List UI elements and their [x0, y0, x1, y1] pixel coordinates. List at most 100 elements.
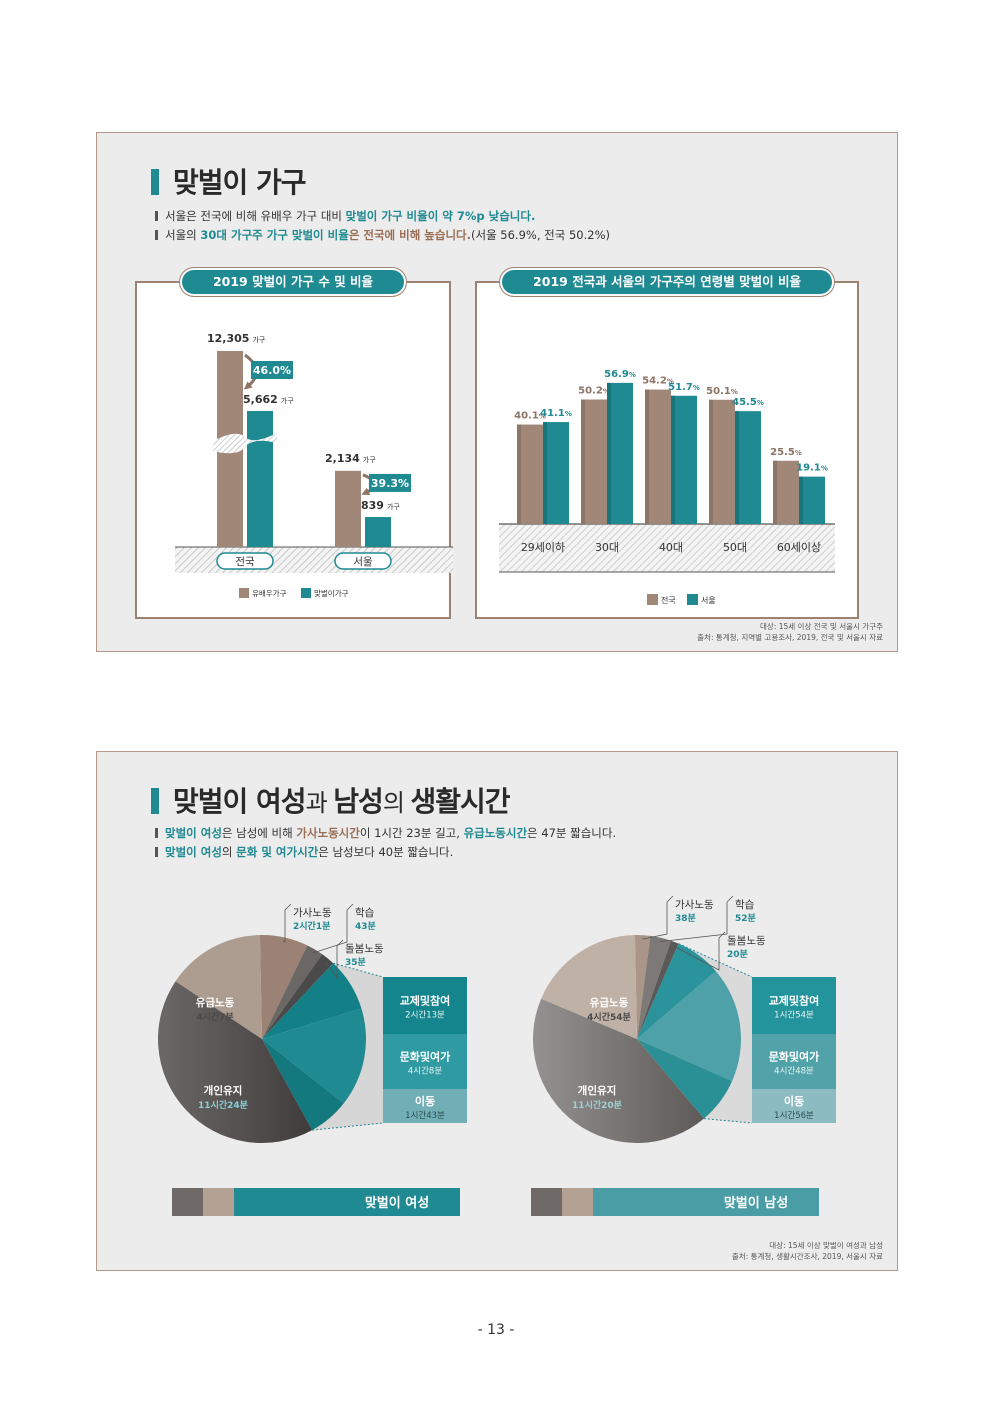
value-label-1-1: 56.9% — [604, 369, 636, 380]
panel1-title: 맞벌이 가구 — [151, 161, 307, 201]
category-label-0: 전국 — [235, 556, 255, 568]
household-chart-box: 12,305 가구 5,662 가구 46.0% 전국 2,134 가구 839 가구 39.3% 서… — [135, 281, 453, 619]
bullet-mark — [155, 211, 158, 221]
time-box-name-0-5: 문화및여가 — [400, 1050, 451, 1064]
bar-edge-0-0 — [517, 424, 521, 524]
label-married-1: 2,134 가구 — [325, 452, 376, 465]
time-box-name-1-4: 교제및참여 — [769, 994, 820, 1008]
series-bar-label-1: 맞벌이 남성 — [724, 1195, 788, 1211]
value-suffix: % — [629, 371, 636, 379]
title-part: 생활시간 — [410, 785, 511, 818]
time-box-name-0-6: 이동 — [415, 1094, 435, 1108]
bullet-text: (서울 56.9%, 전국 50.2%) — [471, 228, 610, 242]
category-label-0: 29세이하 — [521, 540, 565, 554]
time-use-pie-charts: 유급노동4시간7분개인유지11시간24분가사노동2시간1분학습43분돌봄노동35… — [158, 895, 836, 1216]
pie-slice-0-1 — [259, 934, 308, 1039]
value-number: 19.1 — [796, 463, 821, 474]
bar-dualincome-1 — [365, 517, 391, 547]
panel1-bullet-1: 서울은 전국에 비해 유배우 가구 대비 맞벌이 가구 비율이 약 7%p 낮습… — [155, 207, 610, 226]
panel2-bullets: 맞벌이 여성은 남성에 비해 가사노동시간이 1시간 23분 길고, 유급노동시… — [155, 824, 616, 862]
bar-dualincome-0 — [247, 411, 273, 547]
pie-slice-1-4 — [637, 943, 716, 1039]
bullet-highlight: 맞벌이 가구 비율이 약 7%p 낮습니다. — [345, 209, 536, 223]
legend-swatch-1 — [687, 594, 698, 605]
callout-line-0-1 — [283, 903, 292, 943]
callout-value-1-2: 52분 — [735, 913, 756, 924]
label-dualincome-1: 839 가구 — [361, 499, 400, 512]
note-line: 대상: 15세 이상 전국 및 서울시 가구주 — [760, 622, 883, 631]
bullet-highlight: 유급노동시간 — [463, 826, 528, 840]
value-number: 51.7 — [668, 382, 693, 393]
value-number: 50.2 — [578, 386, 603, 397]
value-number: 56.9 — [604, 369, 629, 380]
bullet-highlight: 맞벌이 여성 — [165, 826, 222, 840]
category-pill-0 — [216, 552, 274, 570]
callout-value-0-2: 43분 — [355, 921, 376, 932]
value-number: 50.1 — [706, 386, 731, 397]
callout-line-1-1 — [642, 895, 674, 940]
legend-swatch-0 — [647, 594, 658, 605]
pie-fan-edge-1 — [703, 1118, 753, 1124]
bar-1-4 — [799, 476, 825, 524]
axis-break-0 — [213, 433, 277, 454]
value-suffix: % — [731, 388, 738, 396]
legend-label-1: 서울 — [701, 596, 716, 605]
bullet-text: 은 남성에 비해 — [221, 826, 297, 840]
pie-label-keep-name: 개인유지 — [578, 1084, 617, 1097]
bar-edge-1-1 — [607, 382, 611, 524]
bar-0-4 — [773, 460, 799, 524]
legend-label-0: 유배우가구 — [252, 589, 287, 598]
panel1-title-text: 맞벌이 가구 — [173, 166, 307, 199]
panel-daily-time-use: 맞벌이 여성과 남성의 생활시간 맞벌이 여성은 남성에 비해 가사노동시간이 … — [96, 751, 898, 1271]
title-part: 의 — [382, 789, 411, 817]
panel1-bullet-2: 서울의 30대 가구주 가구 맞벌이 비율은 전국에 비해 높습니다.(서울 5… — [155, 226, 610, 245]
pie-fan-edge-0 — [333, 962, 384, 978]
callout-value-1-3: 20분 — [727, 949, 748, 960]
value-number: 41.1 — [540, 408, 565, 419]
value-label-0-0: 40.1% — [514, 411, 546, 422]
panel2-title: 맞벌이 여성과 남성의 생활시간 — [151, 780, 511, 820]
title-part: 남성 — [333, 785, 384, 818]
bullet-highlight: 30대 가구주 가구 맞벌이 비율 — [200, 228, 349, 242]
time-box-name-1-5: 문화및여가 — [769, 1050, 820, 1064]
bar-0-1 — [581, 399, 607, 524]
panel1-source-note: 대상: 15세 이상 전국 및 서울시 가구주 출처: 통계청, 지역별 고용조… — [697, 621, 883, 643]
pie-slice-1-1 — [634, 934, 651, 1039]
bullet-text: 의 — [221, 845, 237, 859]
bar-edge-0-3 — [709, 399, 713, 524]
bar-edge-0-1 — [581, 399, 585, 524]
label-value: 5,662 — [243, 393, 278, 406]
value-suffix: % — [821, 465, 828, 473]
title-accent-bar — [151, 169, 159, 195]
bullet-highlight-brown: 가사노동시간 — [296, 826, 360, 840]
bar-edge-1-0 — [543, 422, 547, 524]
category-label-3: 50대 — [723, 541, 747, 554]
pie-label-keep-value: 11시간20분 — [572, 1099, 622, 1111]
callout-name-0-3: 돌봄노동 — [345, 943, 384, 955]
category-label-1: 서울 — [353, 556, 373, 568]
label-married-0: 12,305 가구 — [207, 332, 266, 345]
value-suffix: % — [667, 378, 674, 386]
pie-label-keep-value: 11시간24분 — [198, 1099, 248, 1111]
value-label-1-0: 41.1% — [540, 408, 572, 419]
time-box-1-4 — [752, 977, 836, 1034]
value-number: 54.2 — [642, 376, 667, 387]
time-box-1-5 — [752, 1034, 836, 1089]
series-bar-brown-1 — [562, 1188, 593, 1216]
value-suffix: % — [539, 413, 546, 421]
pie-label-paid-value: 4시간54분 — [587, 1011, 631, 1023]
panel1-bullets: 서울은 전국에 비해 유배우 가구 대비 맞벌이 가구 비율이 약 7%p 낮습… — [155, 207, 610, 245]
time-box-0-4 — [383, 977, 467, 1034]
bar-married-1 — [335, 470, 361, 547]
time-box-0-5 — [383, 1034, 467, 1089]
bullet-text: 이 1시간 23분 길고, — [359, 826, 464, 840]
callout-value-1-1: 38분 — [675, 913, 696, 924]
title-part: 맞벌이 여성 — [173, 785, 307, 818]
legend-swatch-1 — [301, 588, 311, 598]
callout-value-0-3: 35분 — [345, 957, 366, 968]
pie-slice-0-6 — [262, 1039, 344, 1131]
bullet-highlight: 문화 및 여가시간 — [236, 845, 319, 859]
age-chart-box: 40.1% 41.1% 29세이하 50.2% 56.9% 30대 54.2% 51.7% 40… — [475, 281, 859, 619]
time-box-value-1-5: 4시간48분 — [774, 1066, 814, 1077]
